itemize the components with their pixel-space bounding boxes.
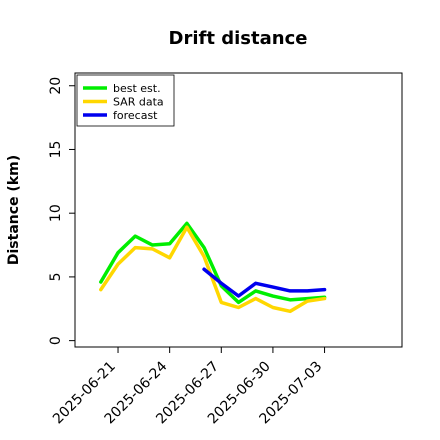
y-tick-label: 15 bbox=[48, 141, 64, 159]
series-lines bbox=[99, 221, 327, 314]
series-line-forecast bbox=[202, 267, 327, 298]
y-axis: 0 5 10 15 20 bbox=[48, 77, 75, 345]
y-tick-label: 10 bbox=[48, 204, 64, 222]
legend-label: best est. bbox=[113, 82, 161, 95]
y-tick-label: 20 bbox=[48, 77, 64, 95]
y-axis-label: Distance (km) bbox=[6, 155, 22, 265]
plot-area bbox=[74, 72, 403, 348]
series-line-best-est- bbox=[99, 221, 327, 305]
y-tick-label: 0 bbox=[48, 336, 64, 345]
y-tick-label: 5 bbox=[48, 272, 64, 281]
legend-label: forecast bbox=[113, 109, 158, 122]
chart-title: Drift distance bbox=[169, 28, 308, 49]
x-axis: 2025-06-212025-06-242025-06-272025-06-30… bbox=[50, 347, 325, 427]
legend-label: SAR data bbox=[113, 96, 164, 109]
series-line-sar-data bbox=[99, 225, 327, 314]
